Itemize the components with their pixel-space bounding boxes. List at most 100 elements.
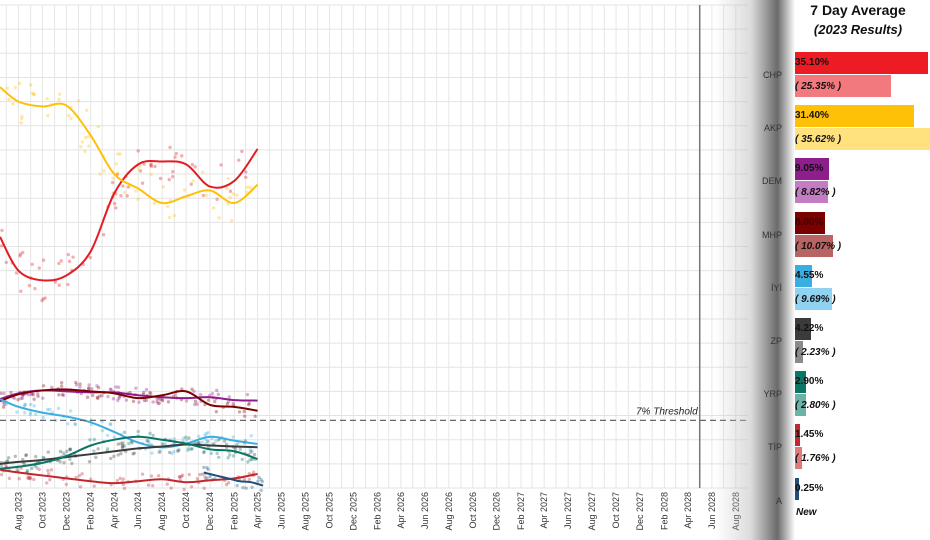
poll-dot	[151, 484, 155, 488]
poll-dot	[41, 396, 45, 400]
poll-dot	[32, 404, 36, 408]
current-bar	[795, 424, 801, 447]
poll-dot	[149, 162, 153, 166]
poll-dot	[85, 108, 89, 112]
poll-dot	[41, 415, 45, 420]
party-label: A	[775, 495, 782, 506]
poll-dot	[11, 102, 15, 106]
poll-dots	[0, 81, 264, 493]
trend-line-AKP	[0, 86, 259, 205]
poll-dot	[200, 170, 205, 174]
party-label: ZP	[770, 336, 782, 346]
x-tick-label: Jun 2027	[563, 492, 573, 529]
poll-dot	[184, 399, 189, 403]
poll-dot	[88, 255, 93, 260]
poll-dot	[165, 204, 170, 209]
poll-dot	[226, 202, 230, 206]
poll-dot	[157, 450, 162, 454]
poll-dot	[28, 477, 32, 481]
poll-dot	[237, 410, 242, 414]
poll-dot	[122, 430, 127, 435]
poll-dot	[250, 449, 254, 453]
poll-dot	[249, 450, 253, 454]
panel-title: 7 Day Average	[810, 2, 906, 18]
poll-dot	[190, 162, 195, 167]
poll-dot	[132, 451, 136, 455]
poll-dot	[228, 453, 232, 457]
poll-dot	[116, 385, 121, 389]
poll-dot	[160, 442, 164, 446]
poll-dot	[78, 485, 83, 489]
poll-dot	[235, 193, 239, 197]
poll-dot	[49, 468, 54, 472]
poll-dot	[19, 289, 23, 293]
poll-dot	[246, 402, 251, 407]
poll-dot	[195, 402, 199, 406]
current-value-label: 8.00%	[795, 216, 824, 228]
poll-dot	[32, 92, 36, 97]
poll-dot	[163, 441, 168, 446]
poll-dot	[20, 394, 25, 398]
poll-dot	[169, 486, 173, 490]
poll-dot	[57, 283, 61, 287]
current-value-label: 4.22%	[795, 323, 824, 334]
poll-dot	[142, 162, 146, 166]
poll-dot	[204, 193, 209, 198]
poll-dot	[173, 155, 177, 159]
poll-dot	[17, 477, 21, 481]
poll-dot	[34, 412, 38, 416]
poll-dot	[136, 197, 140, 201]
poll-dot	[26, 475, 30, 479]
poll-dot	[46, 113, 50, 118]
poll-dot	[187, 472, 191, 477]
panel-subtitle: (2023 Results)	[813, 22, 903, 37]
poll-dot	[68, 457, 72, 462]
poll-dot	[252, 452, 257, 457]
x-tick-label: Oct 2027	[611, 492, 621, 529]
poll-dot	[140, 181, 145, 185]
poll-dot	[247, 477, 252, 482]
poll-dot	[144, 387, 149, 392]
poll-dot	[149, 392, 153, 396]
poll-dot	[186, 446, 191, 450]
poll-dot	[19, 121, 23, 125]
poll-dot	[246, 460, 250, 464]
x-tick-label: Aug 2024	[157, 492, 167, 531]
poll-dot	[116, 398, 120, 403]
poll-dot	[121, 441, 125, 445]
poll-dot	[202, 486, 206, 490]
poll-dot	[64, 482, 69, 487]
trend-line-MHP	[0, 388, 258, 412]
poll-dot	[24, 453, 29, 457]
poll-dot	[89, 477, 93, 481]
poll-dot	[240, 457, 244, 462]
poll-dot	[28, 412, 32, 417]
previous-bar	[795, 128, 930, 151]
poll-dot	[37, 467, 41, 472]
poll-dot	[119, 193, 123, 198]
poll-dot	[77, 474, 82, 478]
x-tick-label: Dec 2026	[492, 492, 502, 531]
poll-dot	[106, 394, 110, 399]
poll-dot	[4, 260, 8, 265]
plot-area: 7% Threshold Aug 2023 Oct 2023 Dec 2023 Feb…	[0, 4, 748, 531]
x-tick-label: Jun 2024	[133, 492, 143, 529]
poll-dot	[43, 296, 47, 300]
poll-dot	[144, 398, 149, 403]
x-tick-label: Jun 2028	[707, 492, 717, 529]
poll-dot	[201, 193, 206, 198]
poll-dot	[148, 431, 152, 436]
x-tick-label: Apr 2026	[396, 492, 406, 529]
x-tick-label: Feb 2024	[86, 492, 96, 530]
poll-dot	[120, 445, 125, 449]
x-tick-label: Feb 2028	[659, 492, 669, 530]
poll-dot	[117, 396, 121, 400]
x-tick-label: Jun 2025	[277, 492, 287, 529]
poll-dot	[114, 162, 118, 166]
poll-dot	[131, 399, 136, 404]
poll-dot	[147, 440, 151, 445]
poll-dot	[13, 86, 18, 90]
poll-dot	[167, 450, 172, 455]
poll-dot	[131, 452, 135, 456]
poll-dot	[206, 430, 210, 435]
